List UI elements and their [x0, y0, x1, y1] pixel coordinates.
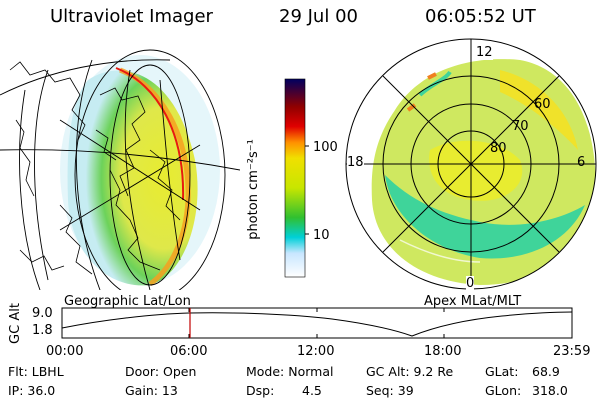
gc-alt-text: GC Alt: 9.2 Re: [366, 364, 454, 379]
alt-ytick-1: 1.8: [32, 323, 53, 338]
alt-xtick-1800: 18:00: [424, 344, 462, 359]
alt-ylabel: GC Alt: [7, 303, 23, 344]
colorbar-tick-10: 10: [313, 228, 330, 243]
altitude-plot: [61, 307, 573, 339]
mode-text: Mode: Normal: [246, 364, 334, 379]
seq-text: Seq: 39: [366, 383, 414, 398]
glat-value: 68.9: [532, 364, 560, 379]
mlt-label-12: 12: [476, 45, 493, 60]
alt-xtick-1200: 12:00: [297, 344, 335, 359]
filter-text: Flt: LBHL: [8, 364, 64, 379]
lat-label-70: 70: [512, 119, 529, 134]
polar-label: Apex MLat/MLT: [424, 294, 522, 309]
glat-label: GLat:: [485, 364, 519, 379]
instrument-title: Ultraviolet Imager: [50, 6, 213, 27]
alt-xtick-0000: 00:00: [46, 344, 84, 359]
dsp-value: 4.5: [302, 383, 322, 398]
alt-xtick-2359: 23:59: [553, 344, 591, 359]
alt-xtick-0600: 06:00: [170, 344, 208, 359]
glon-label: GLon:: [485, 383, 522, 398]
colorbar-tick-100: 100: [313, 140, 338, 155]
alt-ytick-9: 9.0: [32, 306, 53, 321]
mlt-label-18: 18: [347, 155, 364, 170]
time-text: 06:05:52 UT: [425, 6, 536, 27]
mlt-label-0: 0: [466, 276, 475, 291]
date-text: 29 Jul 00: [279, 6, 358, 27]
gain-text: Gain: 13: [125, 383, 178, 398]
door-text: Door: Open: [125, 364, 197, 379]
lat-label-80: 80: [490, 141, 507, 156]
dsp-label: Dsp:: [246, 383, 275, 398]
mlt-label-6: 6: [577, 155, 586, 170]
geographic-label: Geographic Lat/Lon: [64, 294, 191, 309]
ip-text: IP: 36.0: [8, 383, 56, 398]
lat-label-60: 60: [534, 97, 551, 112]
colorbar: [284, 78, 309, 278]
glon-value: 318.0: [532, 383, 568, 398]
